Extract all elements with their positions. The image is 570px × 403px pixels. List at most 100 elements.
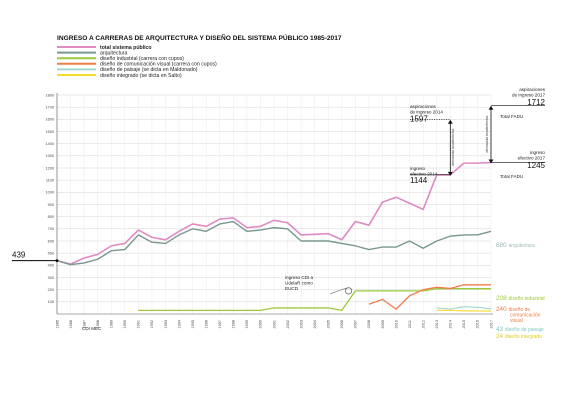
x-tick-label: 1988 — [96, 320, 100, 328]
legend-entry: diseño integrado (se dicta en Salto) — [100, 73, 182, 79]
x-tick-label: 2004 — [313, 320, 317, 328]
total-fadu-bottom: Total FADU — [500, 174, 523, 179]
series-line — [436, 309, 492, 312]
y-tick-label: 1400 — [46, 142, 54, 146]
gap-label-2017: demanda insatisfecha — [485, 115, 489, 153]
y-tick-label: 1100 — [46, 178, 54, 182]
x-tick-label: 2005 — [327, 320, 331, 328]
grid — [56, 94, 492, 314]
series-group — [56, 161, 492, 312]
x-tick-label: 2009 — [381, 320, 385, 328]
x-tick-label: 2008 — [367, 320, 371, 328]
x-tick-label: 2013 — [435, 320, 439, 328]
x-tick-label: 2016 — [476, 320, 480, 328]
y-tick-label: 600 — [48, 239, 54, 243]
x-tick-label: 1989 — [110, 320, 114, 328]
ing2017-label: ingreso — [530, 150, 546, 155]
asp2017-label: de ingreso 2017 — [512, 92, 545, 97]
y-tick-label: 1500 — [46, 130, 54, 134]
y-tick-label: 200 — [48, 288, 54, 292]
x-tick-label: 2001 — [272, 320, 276, 328]
legend: total sistema públicoarquitecturadiseño … — [57, 45, 217, 79]
y-tick-label: 1800 — [46, 93, 54, 97]
x-tick-label: 2014 — [449, 320, 453, 328]
arrow-head-2017-bottom — [488, 159, 494, 164]
end-label: 208 diseño industrial — [496, 295, 545, 302]
asp2014-label: de ingreso 2014 — [410, 109, 443, 114]
x-tick-label: 1996 — [204, 320, 208, 328]
gap-label-2014: demanda insatisfecha — [451, 128, 455, 166]
total-fadu-top: Total FADU — [500, 114, 523, 119]
ing2014-label: ingreso — [410, 166, 426, 171]
arrow-head-2014-top — [447, 119, 453, 124]
asp2014-label: aspiraciones — [410, 104, 436, 109]
x-tick-label: 2003 — [299, 320, 303, 328]
x-tick-label: 2010 — [394, 320, 398, 328]
asp2014-value: 1597 — [410, 115, 428, 124]
legend-entry: total sistema público — [100, 45, 152, 51]
legend-entry: arquitectura — [100, 50, 128, 56]
ing2017-value: 1245 — [527, 161, 545, 170]
axes: 100 200 300 400 500 600 700 800 900 1000 1100 1200 1… — [46, 93, 493, 328]
x-tick-label: 1992 — [150, 320, 154, 328]
x-tick-label: 1999 — [245, 320, 249, 328]
x-tick-label: 2015 — [462, 320, 466, 328]
start-value-label: 439 — [12, 251, 26, 260]
ing2014-value: 1144 — [410, 176, 428, 185]
legend-entry: diseño de comunicación visual (carrera c… — [100, 62, 217, 68]
series-line — [56, 161, 492, 265]
x-tick-label: 1995 — [191, 320, 195, 328]
x-tick-label: 1986 — [69, 320, 73, 328]
y-tick-label: 100 — [48, 300, 54, 304]
ing2017-label: efectivo 2017 — [518, 155, 546, 160]
start-marker-dot — [55, 259, 59, 262]
legend-entry: diseño industrial (carrera con cupos) — [100, 56, 184, 62]
asp2017-value: 1712 — [527, 98, 545, 107]
end-label: 43 diseño de paisaje — [496, 326, 544, 333]
y-tick-label: 900 — [48, 203, 54, 207]
y-tick-label: 700 — [48, 227, 54, 231]
end-label: 680 arquitectura — [496, 242, 535, 249]
cdi-note-line: UdelaR como — [285, 281, 313, 286]
ing2014-label: efectivo 2014 — [410, 171, 438, 176]
cdi-entry-circle — [345, 287, 353, 295]
x-tick-label: 1997 — [218, 320, 222, 328]
x-tick-label: 2017 — [489, 320, 493, 328]
arrow-head-2017-top — [488, 105, 494, 110]
y-tick-label: 1000 — [46, 191, 54, 195]
y-tick-label: 1700 — [46, 105, 54, 109]
x-tick-label: 1985 — [55, 320, 59, 328]
cdi-mec-label: CDI MEC — [82, 326, 102, 331]
x-tick-label: 2007 — [354, 320, 358, 328]
x-tick-label: 1994 — [177, 320, 181, 328]
series-line — [138, 288, 491, 311]
x-tick-label: 2002 — [286, 320, 290, 328]
x-tick-label: 1991 — [137, 320, 141, 328]
cdi-leader-line — [329, 287, 347, 295]
series-line — [368, 284, 491, 310]
x-tick-label: 2011 — [408, 320, 412, 328]
end-label: 240 diseño de comunicación visual — [496, 306, 541, 324]
legend-entry: diseño de paisaje (se dicta en Maldonado… — [100, 67, 198, 73]
x-tick-label: 1987 — [82, 320, 86, 328]
series-line — [56, 220, 492, 266]
chart-title: INGRESO A CARRERAS DE ARQUITECTURA Y DIS… — [57, 33, 342, 42]
y-tick-label: 1600 — [46, 118, 54, 122]
series-line — [436, 306, 492, 310]
y-tick-label: 500 — [48, 251, 54, 255]
y-tick-label: 1300 — [46, 154, 54, 158]
y-tick-label: 300 — [48, 276, 54, 280]
cdi-note-line: ingreso CDI a — [285, 275, 314, 280]
y-tick-label: 1200 — [46, 166, 54, 170]
x-tick-label: 2006 — [340, 320, 344, 328]
x-tick-label: 1993 — [164, 320, 168, 328]
y-tick-label: 800 — [48, 215, 54, 219]
x-tick-label: 1998 — [232, 320, 236, 328]
cdi-note-line: EUCD — [285, 286, 299, 291]
x-tick-label: 2012 — [421, 320, 425, 328]
x-tick-label: 1990 — [123, 320, 127, 328]
asp2017-label: aspiraciones — [519, 87, 545, 92]
end-label: 24 diseño integrado — [496, 333, 542, 340]
